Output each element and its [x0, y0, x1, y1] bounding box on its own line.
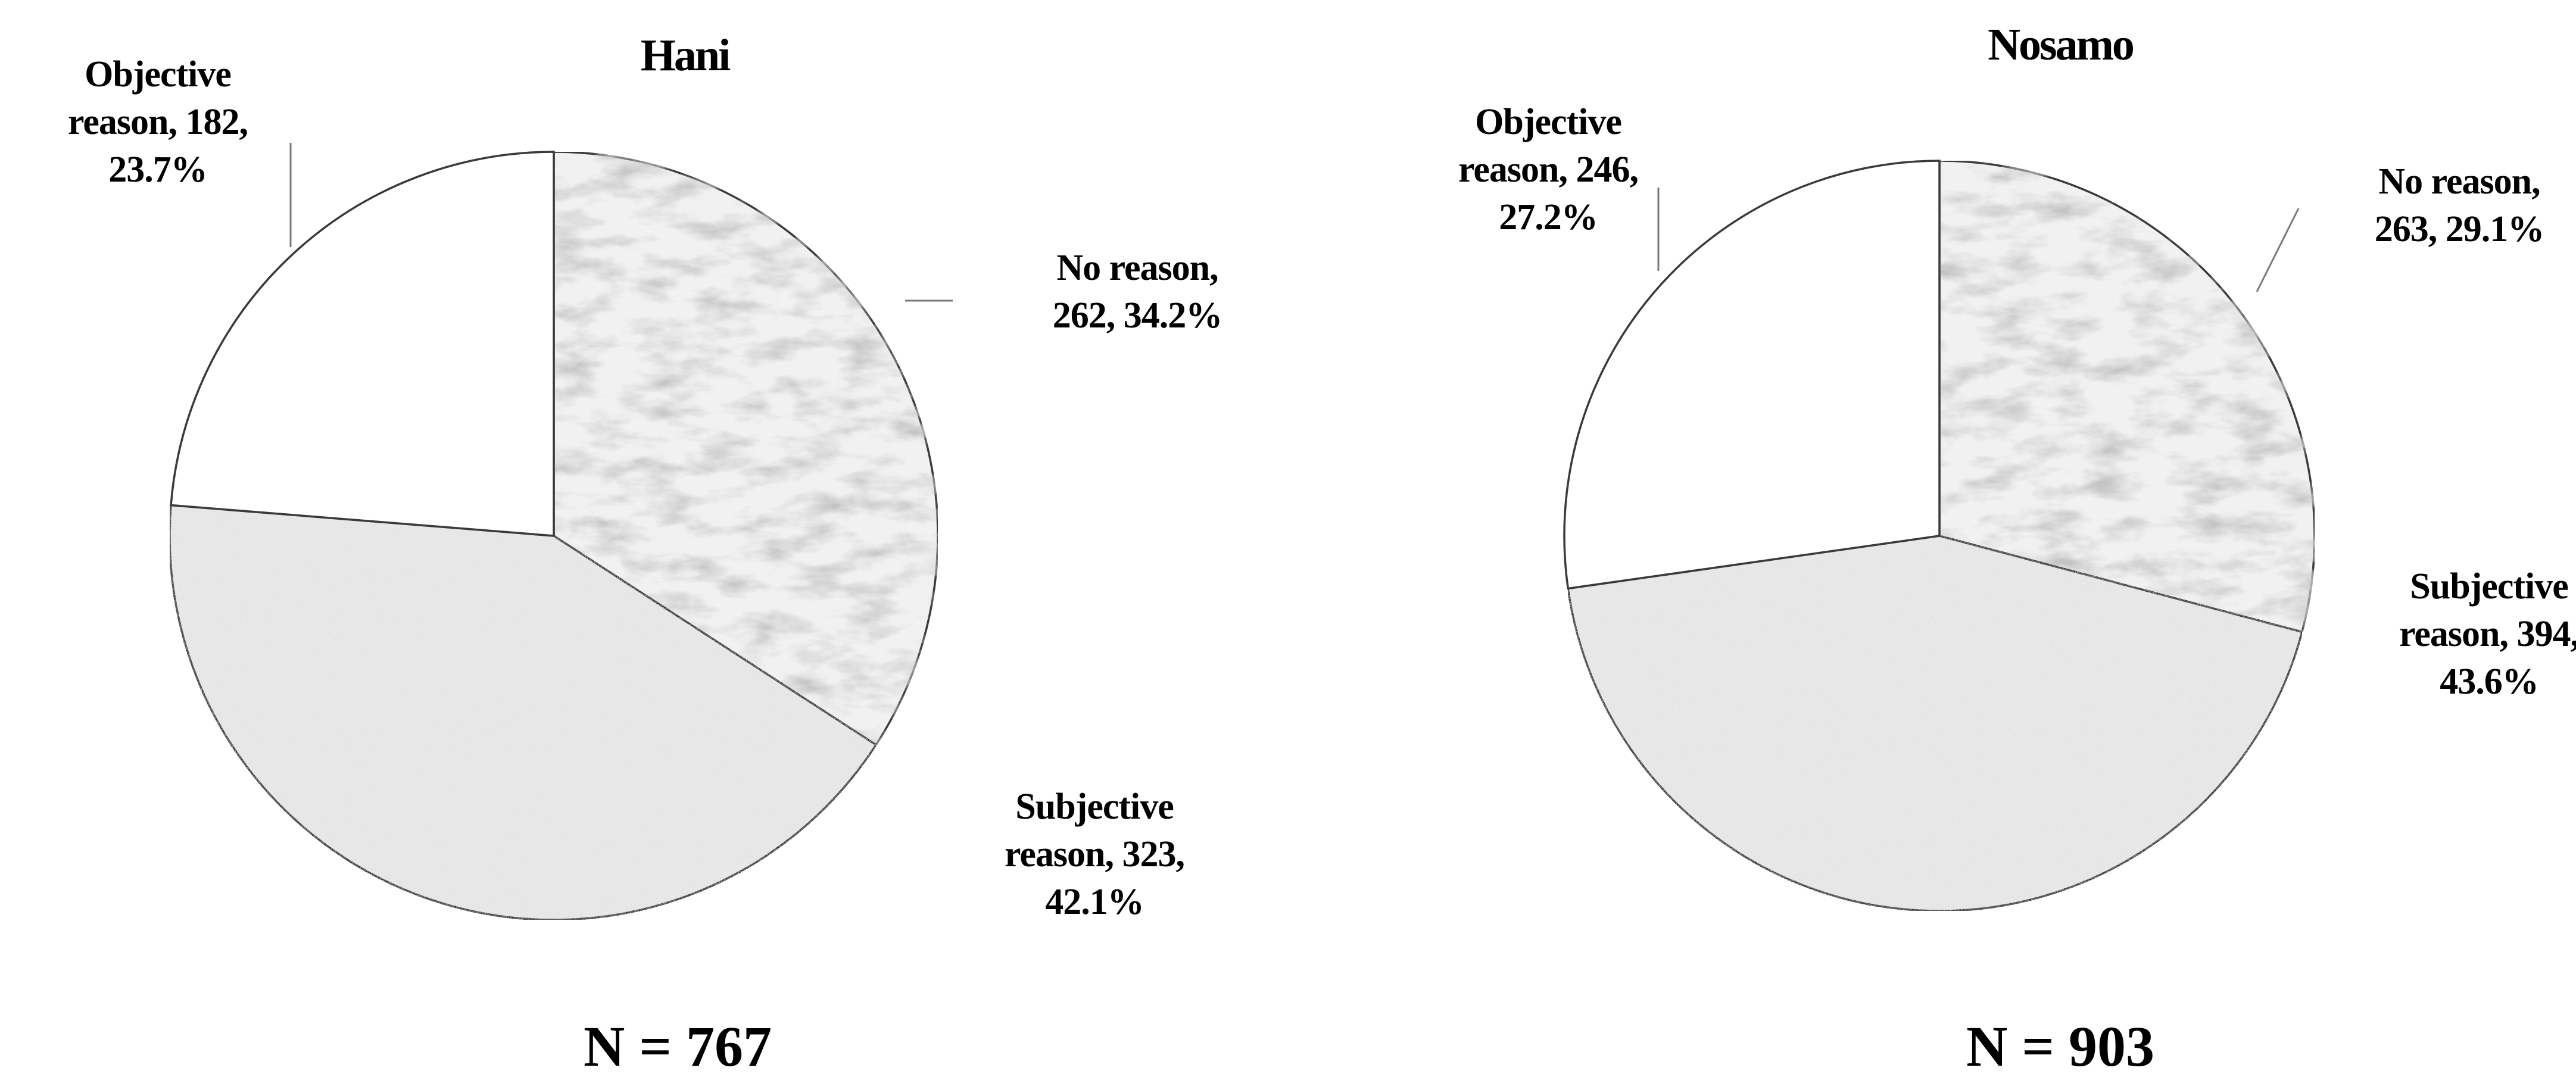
- slice-label-line: 42.1%: [1045, 882, 1144, 922]
- slice-label-line: reason, 182,: [68, 102, 248, 142]
- slice-label: No reason, 262, 34.2%: [1053, 248, 1222, 336]
- pie-chart-hani: Hani N = 767: [169, 30, 939, 1078]
- pie-slices: [1563, 160, 2316, 912]
- pie-slice: [1938, 160, 2316, 633]
- slice-label-line: No reason,: [2378, 161, 2540, 202]
- pie-chart-nosamo: Nosamo N = 903: [1563, 20, 2316, 1078]
- slice-label: No reason, 263, 29.1%: [2375, 161, 2544, 249]
- slice-label-line: 43.6%: [2440, 661, 2538, 702]
- slice-label-line: 262, 34.2%: [1053, 295, 1222, 336]
- slice-label-line: No reason,: [1056, 248, 1218, 288]
- chart-title: Hani: [641, 30, 730, 80]
- pie-slice: [1567, 535, 2304, 912]
- pie-slice: [170, 151, 555, 537]
- sample-size-label: N = 767: [584, 1015, 772, 1078]
- label-leader-line: [2256, 208, 2300, 292]
- pie-slice: [169, 504, 878, 921]
- slice-label-line: reason, 323,: [1005, 834, 1184, 875]
- slice-label-line: Objective: [1475, 102, 1621, 142]
- slice-label: Subjective reason, 323, 42.1%: [1005, 786, 1184, 922]
- slice-label-line: 27.2%: [1499, 197, 1598, 238]
- slice-label-line: Subjective: [2410, 566, 2568, 607]
- slice-label-line: 263, 29.1%: [2375, 209, 2544, 249]
- slice-label: Subjective reason, 394, 43.6%: [2399, 566, 2576, 702]
- sample-size-label: N = 903: [1966, 1015, 2154, 1078]
- slice-labels: No reason, 262, 34.2% Subjective reason, 32…: [68, 54, 2576, 922]
- slice-label: Objective reason, 182, 23.7%: [68, 54, 248, 190]
- chart-title: Nosamo: [1988, 20, 2134, 70]
- pie-slice: [1563, 160, 1941, 590]
- pie-slices: [169, 151, 939, 921]
- slice-label-line: Subjective: [1015, 786, 1174, 827]
- slice-label: Objective reason, 246, 27.2%: [1458, 102, 1638, 238]
- slice-label-line: reason, 394,: [2399, 614, 2576, 654]
- slice-label-line: Objective: [85, 54, 231, 95]
- slice-label-line: reason, 246,: [1458, 149, 1638, 190]
- pie-slice: [553, 151, 939, 747]
- slice-label-line: 23.7%: [108, 149, 207, 190]
